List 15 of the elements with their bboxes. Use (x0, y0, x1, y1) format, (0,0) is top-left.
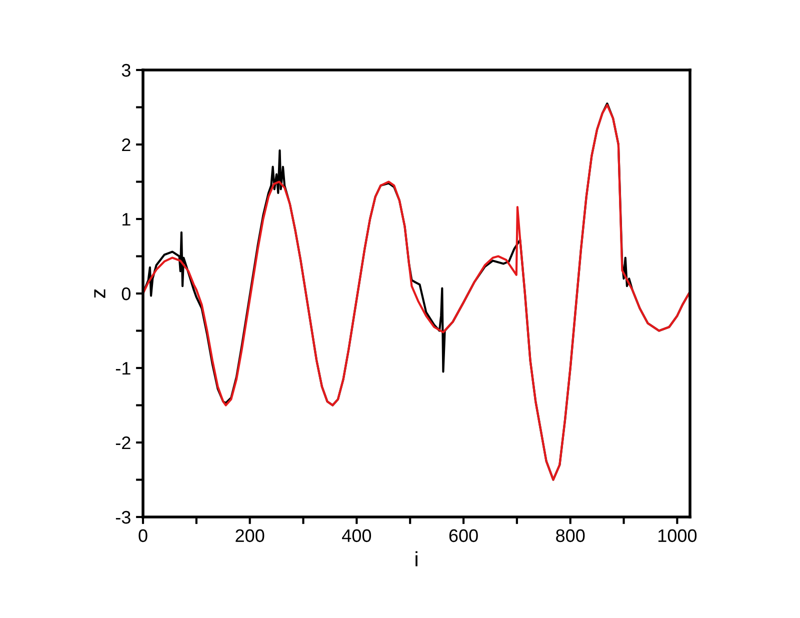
x-axis-title: i (416, 551, 418, 566)
x-tick-label: 400 (342, 529, 372, 542)
x-tick-label: 0 (138, 529, 148, 542)
y-tick-label: 0 (122, 287, 130, 300)
y-tick-label: 2 (122, 138, 130, 152)
y-tick-label: -3 (116, 510, 130, 524)
x-tick-label: 200 (236, 529, 264, 542)
y-tick-label: 1 (122, 213, 130, 226)
y-tick-label: -2 (116, 436, 130, 450)
x-tick-label: 800 (556, 529, 585, 542)
x-tick-label: 600 (449, 529, 478, 542)
y-tick-label: -1 (116, 362, 130, 375)
x-tick-label: 1000 (658, 529, 697, 542)
y-tick-label: 3 (122, 64, 130, 77)
y-axis-title: z (94, 289, 106, 298)
